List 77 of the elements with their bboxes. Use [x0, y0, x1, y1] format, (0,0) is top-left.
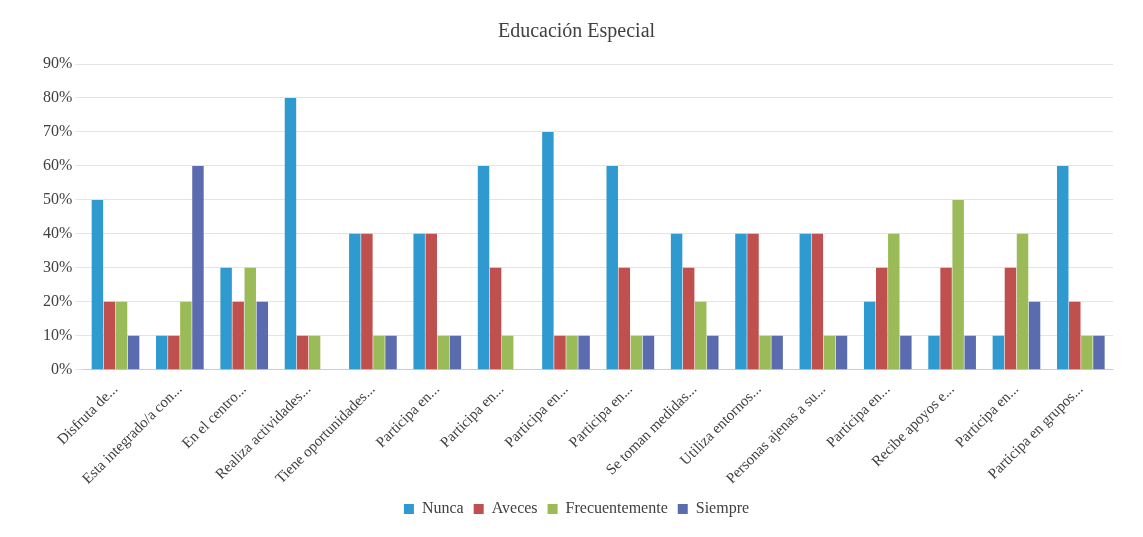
- y-tick-label: 20%: [43, 291, 73, 309]
- bar: [1016, 233, 1029, 370]
- bar: [127, 335, 140, 370]
- bar: [707, 335, 719, 370]
- legend-label: Nunca: [421, 499, 464, 517]
- bar: [1093, 335, 1105, 370]
- bar: [220, 267, 232, 370]
- bar: [489, 267, 502, 370]
- bar: [192, 165, 204, 370]
- bar: [952, 199, 964, 370]
- bar: [900, 335, 912, 370]
- bar: [554, 335, 566, 370]
- bar: [477, 165, 490, 370]
- bar: [682, 267, 695, 370]
- bar: [501, 335, 514, 370]
- y-tick-label: 70%: [43, 122, 73, 140]
- bar: [578, 335, 590, 370]
- y-tick-label: 50%: [43, 190, 73, 208]
- bar: [566, 335, 578, 370]
- bar: [308, 335, 321, 370]
- bar: [115, 301, 128, 370]
- y-tick-label: 60%: [43, 156, 73, 174]
- bar: [771, 335, 783, 370]
- y-tick-label: 30%: [43, 258, 73, 276]
- bar: [168, 335, 180, 370]
- bar: [542, 131, 554, 370]
- legend-label: Aveces: [491, 499, 538, 517]
- bar: [156, 335, 168, 370]
- bar: [618, 267, 631, 370]
- bar: [835, 335, 848, 370]
- bar: [759, 335, 771, 370]
- bar: [642, 335, 655, 370]
- bar: [940, 267, 952, 370]
- bar: [1028, 301, 1041, 370]
- y-tick-label: 90%: [43, 54, 73, 72]
- bar: [823, 335, 836, 370]
- bar: [888, 233, 900, 370]
- chart-title: Educación Especial: [497, 19, 656, 43]
- bar: [180, 301, 192, 370]
- bar: [244, 267, 256, 370]
- bar: [1004, 267, 1017, 370]
- bar: [385, 335, 397, 370]
- bar: [875, 267, 888, 370]
- bar: [437, 335, 450, 370]
- y-tick-label: 80%: [43, 88, 73, 106]
- bar: [91, 199, 104, 370]
- bar: [1069, 301, 1081, 370]
- bar: [256, 301, 269, 370]
- bar: [296, 335, 309, 370]
- y-tick-label: 10%: [43, 325, 73, 343]
- bar: [373, 335, 385, 370]
- legend-label: Frecuentemente: [565, 499, 668, 517]
- y-tick-label: 40%: [43, 224, 73, 242]
- bar: [863, 301, 876, 370]
- bar: [284, 97, 297, 370]
- bar: [964, 335, 976, 370]
- bar: [349, 233, 361, 370]
- bar: [1056, 165, 1069, 370]
- bar: [1081, 335, 1093, 370]
- y-tick-label: 0%: [51, 359, 73, 377]
- bar: [413, 233, 425, 370]
- bar: [630, 335, 643, 370]
- bar: [799, 233, 812, 370]
- bar: [103, 301, 116, 370]
- bar: [747, 233, 759, 370]
- bar: [606, 165, 618, 370]
- bar: [670, 233, 683, 370]
- bar: [449, 335, 462, 370]
- bar: [425, 233, 437, 370]
- bar: [928, 335, 940, 370]
- bar: [232, 301, 244, 370]
- bar: [361, 233, 373, 370]
- legend-label: Siempre: [695, 499, 750, 518]
- bar: [735, 233, 747, 370]
- bar: [811, 233, 824, 370]
- bar: [695, 301, 707, 370]
- bar: [992, 335, 1005, 370]
